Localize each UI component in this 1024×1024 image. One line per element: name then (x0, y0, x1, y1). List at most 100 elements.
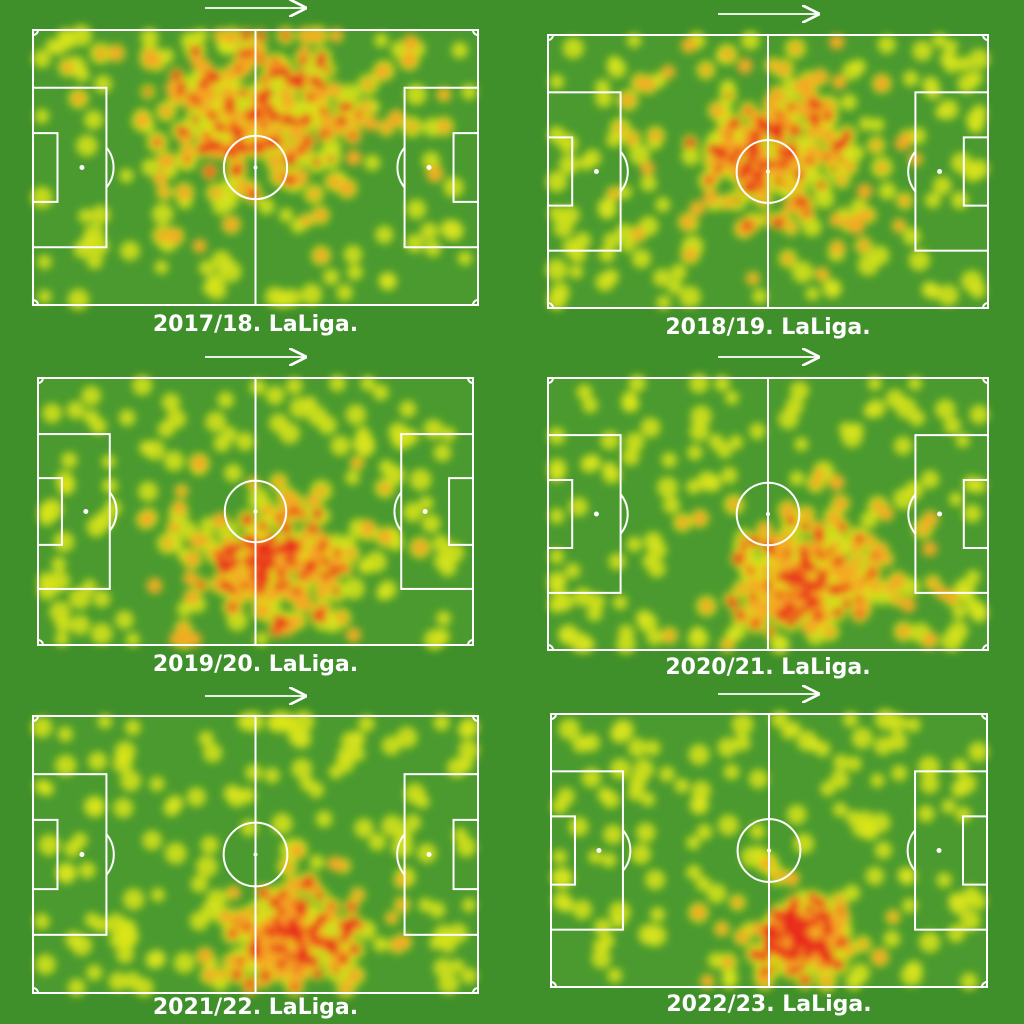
heat-blob (149, 776, 165, 792)
heat-blob (702, 189, 719, 206)
heat-blob (153, 171, 168, 186)
heat-blob (224, 559, 234, 570)
heat-blob (460, 967, 478, 985)
heat-blob (724, 390, 739, 405)
heat-blob (278, 943, 289, 954)
heat-blob (115, 610, 134, 630)
caption: 2022/23. LaLiga. (666, 992, 871, 1017)
heat-blob (202, 743, 223, 763)
heat-blob (752, 579, 765, 592)
heat-blob (409, 468, 432, 491)
heat-blob (341, 534, 357, 550)
heat-blob (624, 432, 645, 452)
heat-blob (785, 396, 804, 416)
heat-blob (196, 144, 207, 155)
heat-blob (363, 115, 379, 132)
heat-blob (823, 625, 836, 638)
heat-blob (823, 154, 830, 161)
heat-blob (549, 74, 565, 90)
heat-blob (803, 603, 812, 611)
heat-blob (838, 156, 845, 163)
heat-blob (270, 136, 282, 147)
heat-blob (437, 88, 450, 101)
heat-blob (170, 69, 183, 82)
heat-blob (732, 553, 745, 565)
heat-blob (898, 867, 917, 886)
heat-blob (770, 964, 778, 971)
heat-blob (831, 559, 839, 567)
heat-blob (884, 582, 896, 594)
caption: 2019/20. LaLiga. (153, 652, 358, 677)
heat-blob (837, 907, 844, 914)
heat-blob (870, 773, 885, 788)
heat-blob (798, 607, 807, 616)
heat-blob (190, 875, 209, 893)
heat-blob (549, 508, 565, 524)
heat-blob (336, 284, 353, 301)
heat-blob (626, 33, 642, 48)
heat-blob (159, 105, 173, 118)
heat-blob (266, 550, 275, 560)
heat-blob (172, 501, 187, 515)
corner-arc (472, 987, 479, 994)
heat-blob (752, 288, 768, 305)
center-circle (222, 134, 289, 201)
heat-blob (814, 467, 826, 479)
heat-blob (783, 917, 794, 928)
heat-blob (228, 602, 238, 612)
heat-blob (298, 597, 314, 612)
heat-blob (372, 384, 389, 401)
heat-blob (268, 153, 283, 168)
heat-blob (90, 205, 111, 225)
heat-blob (249, 379, 266, 396)
heat-blob (33, 913, 50, 930)
heat-blob (836, 174, 848, 186)
heat-blob (378, 580, 397, 600)
heat-blob (969, 404, 989, 425)
heat-blob (946, 592, 959, 605)
heat-blob (941, 798, 957, 814)
heat-blob (621, 447, 640, 466)
heat-blob (646, 628, 664, 646)
heat-blob (291, 585, 301, 595)
heat-blob (608, 188, 619, 200)
heat-blob (341, 565, 348, 572)
heat-blob (319, 106, 327, 115)
heat-blob (224, 955, 236, 967)
heat-blob (141, 158, 159, 177)
heat-blob (809, 918, 817, 926)
heat-blob (602, 791, 620, 809)
heat-blob (300, 530, 313, 542)
heat-blob (870, 117, 885, 133)
heat-blob (792, 966, 801, 975)
heat-blob (670, 263, 687, 281)
heat-blob (257, 55, 264, 62)
corner-arc (547, 302, 554, 309)
heat-blob (242, 711, 264, 732)
heat-blob (584, 454, 602, 471)
heat-blob (402, 428, 419, 445)
heat-blob (321, 137, 342, 159)
heat-blob (968, 741, 989, 762)
heat-blob (94, 75, 113, 94)
heat-blob (549, 549, 565, 565)
heat-blob (922, 632, 937, 648)
heat-blob (291, 117, 300, 126)
heat-blob (759, 952, 769, 963)
heat-blob (269, 944, 277, 952)
heat-blob (83, 409, 100, 426)
heat-blob (339, 920, 349, 930)
heat-blob (803, 905, 812, 914)
heat-blob (812, 610, 824, 621)
heat-blob (850, 963, 871, 984)
heat-blob (227, 886, 241, 899)
heat-blob (219, 260, 242, 283)
heat-blob (361, 101, 373, 113)
heat-blob (756, 159, 764, 167)
heat-blob (289, 844, 304, 859)
heat-blob (912, 40, 933, 62)
heat-blob (344, 547, 357, 560)
heat-blob (737, 58, 753, 74)
heat-blob (447, 923, 468, 944)
heat-blob (264, 557, 277, 570)
